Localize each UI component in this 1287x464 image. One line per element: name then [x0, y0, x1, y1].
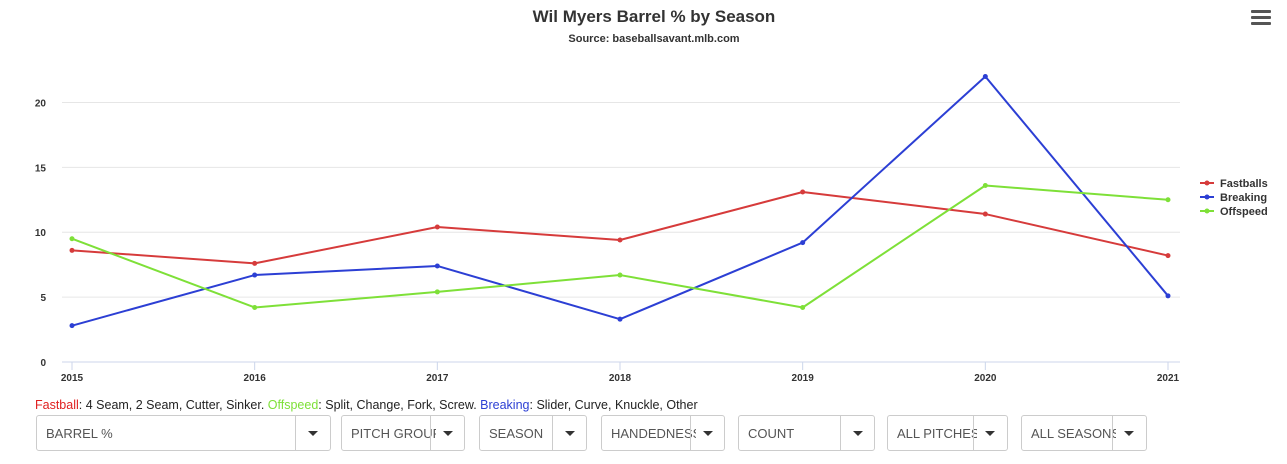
- dropdown-separator: [552, 416, 553, 450]
- pitches-select-value: ALL PITCHES: [897, 426, 977, 441]
- legend-marker-fastballs: [1204, 180, 1210, 186]
- data-point-breaking: [69, 323, 75, 329]
- x-tick-label: 2021: [1157, 373, 1180, 384]
- data-point-offspeed: [434, 289, 440, 295]
- count-select[interactable]: COUNT: [738, 415, 875, 451]
- x-tick-label: 2020: [974, 373, 997, 384]
- pitch-group-footnote: Fastball: 4 Seam, 2 Seam, Cutter, Sinker…: [35, 398, 698, 412]
- dropdown-separator: [1112, 416, 1113, 450]
- chart-title: Wil Myers Barrel % by Season: [533, 7, 776, 26]
- data-point-fastballs: [1165, 253, 1171, 259]
- handedness-select[interactable]: HANDEDNESS: [601, 415, 725, 451]
- metric-select-value: BARREL %: [46, 426, 113, 441]
- x-tick-label: 2015: [61, 373, 84, 384]
- handedness-select-value: HANDEDNESS: [611, 426, 696, 441]
- series-line-breaking: [71, 75, 1169, 327]
- chevron-down-icon: [565, 431, 575, 436]
- metric-select[interactable]: BARREL %: [36, 415, 331, 451]
- legend-label-offspeed: Offspeed: [1220, 206, 1268, 218]
- pitches-select[interactable]: ALL PITCHES: [887, 415, 1008, 451]
- season-select[interactable]: SEASON: [479, 415, 587, 451]
- chevron-down-icon: [703, 431, 713, 436]
- hamburger-line: [1251, 16, 1271, 19]
- chevron-down-icon: [853, 431, 863, 436]
- x-tick-label: 2018: [609, 373, 632, 384]
- axes: 0 5 10 15 20 2015 2016 2017 2018 2019 2020 2021: [35, 98, 1180, 384]
- y-tick-label: 20: [35, 98, 47, 109]
- data-point-breaking: [1165, 293, 1171, 299]
- data-point-fastballs: [252, 260, 258, 266]
- data-point-fastballs: [434, 224, 440, 230]
- y-tick-label: 10: [35, 228, 47, 239]
- legend-label-breaking: Breaking: [1220, 192, 1267, 204]
- data-point-fastballs: [69, 247, 75, 253]
- hamburger-menu-icon: [1251, 10, 1271, 13]
- chevron-down-icon: [308, 431, 318, 436]
- x-tick-label: 2017: [426, 373, 449, 384]
- chart-subtitle: Source: baseballsavant.mlb.com: [568, 33, 739, 45]
- data-point-offspeed: [617, 272, 623, 278]
- series-line-fastballs: [71, 190, 1169, 265]
- dropdown-separator: [430, 416, 431, 450]
- offspeed-description: : Split, Change, Fork, Screw.: [318, 398, 481, 412]
- pitch-group-select[interactable]: PITCH GROUP: [341, 415, 465, 451]
- data-point-offspeed: [252, 304, 258, 310]
- season-select-value: SEASON: [489, 426, 544, 441]
- data-point-fastballs: [982, 211, 988, 217]
- seasons-select[interactable]: ALL SEASONS: [1021, 415, 1147, 451]
- y-tick-label: 5: [40, 293, 46, 304]
- seasons-select-value: ALL SEASONS: [1031, 426, 1116, 441]
- y-tick-label: 15: [35, 163, 47, 174]
- data-point-breaking: [617, 316, 623, 322]
- legend-marker-offspeed: [1204, 208, 1210, 214]
- legend[interactable]: Fastballs Breaking Offspeed: [1200, 178, 1268, 218]
- count-select-value: COUNT: [748, 426, 795, 441]
- fastball-label: Fastball: [35, 398, 79, 412]
- chevron-down-icon: [443, 431, 453, 436]
- data-point-offspeed: [69, 236, 75, 242]
- data-point-breaking: [982, 73, 988, 79]
- legend-marker-breaking: [1204, 194, 1210, 200]
- pitch-group-select-value: PITCH GROUP: [351, 426, 436, 441]
- chart: Wil Myers Barrel % by Season Source: bas…: [35, 7, 1268, 384]
- data-point-offspeed: [982, 183, 988, 189]
- breaking-description: : Slider, Curve, Knuckle, Other: [529, 398, 698, 412]
- series-line-offspeed: [71, 184, 1169, 309]
- data-point-breaking: [800, 240, 806, 246]
- chart-menu-button[interactable]: [1251, 10, 1271, 28]
- fastball-description: : 4 Seam, 2 Seam, Cutter, Sinker.: [78, 398, 268, 412]
- dropdown-separator: [973, 416, 974, 450]
- legend-label-fastballs: Fastballs: [1220, 178, 1268, 190]
- x-tick-label: 2016: [244, 373, 267, 384]
- dropdown-separator: [690, 416, 691, 450]
- chevron-down-icon: [985, 431, 995, 436]
- data-point-fastballs: [617, 237, 623, 243]
- breaking-label: Breaking: [480, 398, 530, 412]
- data-point-breaking: [252, 272, 258, 278]
- data-point-offspeed: [1165, 197, 1171, 203]
- grid: [62, 101, 1180, 298]
- hamburger-line: [1251, 22, 1271, 25]
- data-point-fastballs: [800, 189, 806, 195]
- series: [69, 73, 1171, 329]
- dropdown-separator: [840, 416, 841, 450]
- data-point-breaking: [434, 263, 440, 269]
- x-tick-label: 2019: [792, 373, 815, 384]
- chevron-down-icon: [1124, 431, 1134, 436]
- y-tick-label: 0: [40, 358, 46, 369]
- dropdown-separator: [295, 416, 296, 450]
- data-point-offspeed: [800, 304, 806, 310]
- offspeed-label: Offspeed: [267, 398, 319, 412]
